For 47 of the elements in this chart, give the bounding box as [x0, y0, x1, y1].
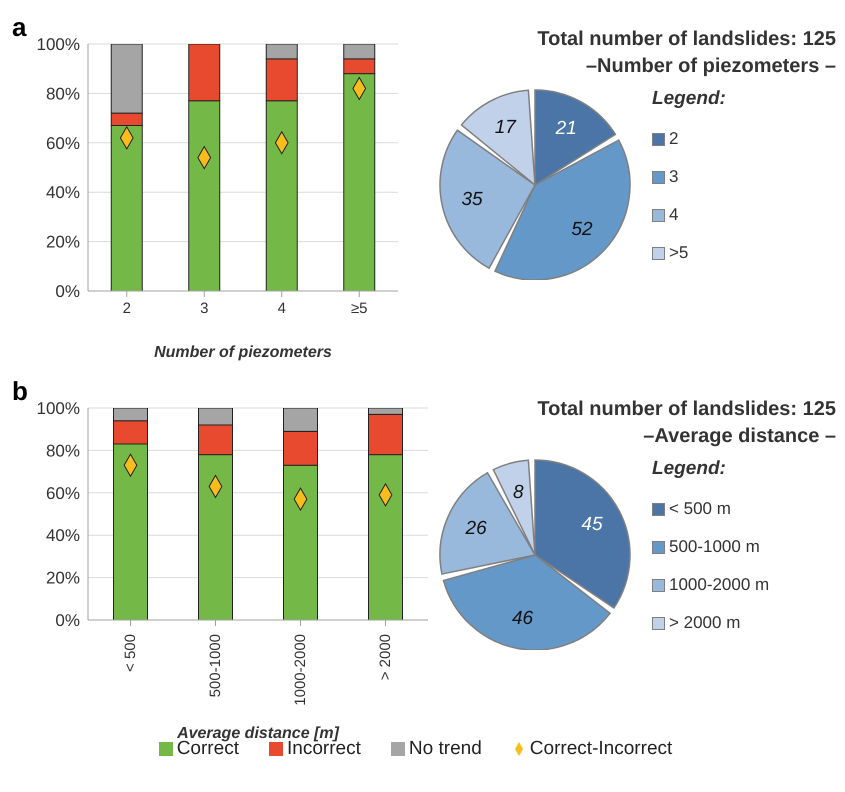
- data-label: 17: [494, 117, 518, 138]
- legend-title: Legend:: [652, 88, 726, 110]
- y-tick-label: 40%: [46, 183, 80, 202]
- x-tick-label: 4: [278, 300, 286, 317]
- y-tick-label: 20%: [46, 568, 80, 588]
- legend-label: 3: [669, 167, 678, 187]
- x-tick-label: > 2000: [377, 634, 394, 680]
- y-tick-label: 0%: [55, 611, 80, 630]
- legend-label: No trend: [408, 738, 482, 759]
- data-label: 46: [512, 608, 534, 629]
- x-tick-label: 500-1000: [207, 634, 224, 698]
- legend-label: < 500 m: [669, 499, 731, 519]
- legend-label: >5: [669, 243, 688, 263]
- y-tick-label: 100%: [36, 399, 80, 418]
- y-tick-label: 60%: [46, 134, 80, 153]
- text: a: [12, 12, 26, 43]
- legend-label: Correct-Incorrect: [530, 738, 672, 759]
- y-tick-label: 40%: [46, 526, 80, 546]
- x-tick-label: 1000-2000: [292, 634, 309, 706]
- x-tick-label: 2: [122, 300, 131, 317]
- data-label: 26: [464, 518, 488, 540]
- data-label: 45: [581, 514, 603, 536]
- data-label: 21: [554, 118, 577, 139]
- data-label: 35: [461, 188, 484, 210]
- legend-label: 500-1000 m: [669, 537, 760, 557]
- y-tick-label: 100%: [36, 35, 80, 54]
- chart-title: Total number of landslides: 125: [536, 27, 836, 52]
- x-tick-label: ≥5: [350, 300, 368, 317]
- legend-label: 1000-2000 m: [669, 575, 770, 595]
- legend-label: 4: [669, 205, 678, 225]
- x-tick-label: < 500: [122, 634, 139, 672]
- x-axis-title: Number of piezometers: [154, 344, 332, 361]
- legend-label: 2: [669, 129, 678, 149]
- y-tick-label: 80%: [46, 84, 80, 104]
- chart-title: Total number of landslides: 125: [536, 397, 836, 422]
- data-label: 52: [571, 218, 593, 240]
- text: b: [12, 376, 28, 407]
- chart-subtitle: –Number of piezometers –: [584, 54, 836, 79]
- x-tick-label: 3: [200, 300, 208, 317]
- data-label: 8: [512, 482, 524, 504]
- chart-subtitle: –Average distance –: [642, 424, 836, 449]
- y-tick-label: 60%: [46, 484, 80, 503]
- legend-label: > 2000 m: [669, 613, 740, 633]
- y-tick-label: 80%: [46, 441, 80, 460]
- y-tick-label: 20%: [46, 232, 80, 252]
- legend-title: Legend:: [652, 458, 727, 480]
- y-tick-label: 0%: [55, 282, 80, 302]
